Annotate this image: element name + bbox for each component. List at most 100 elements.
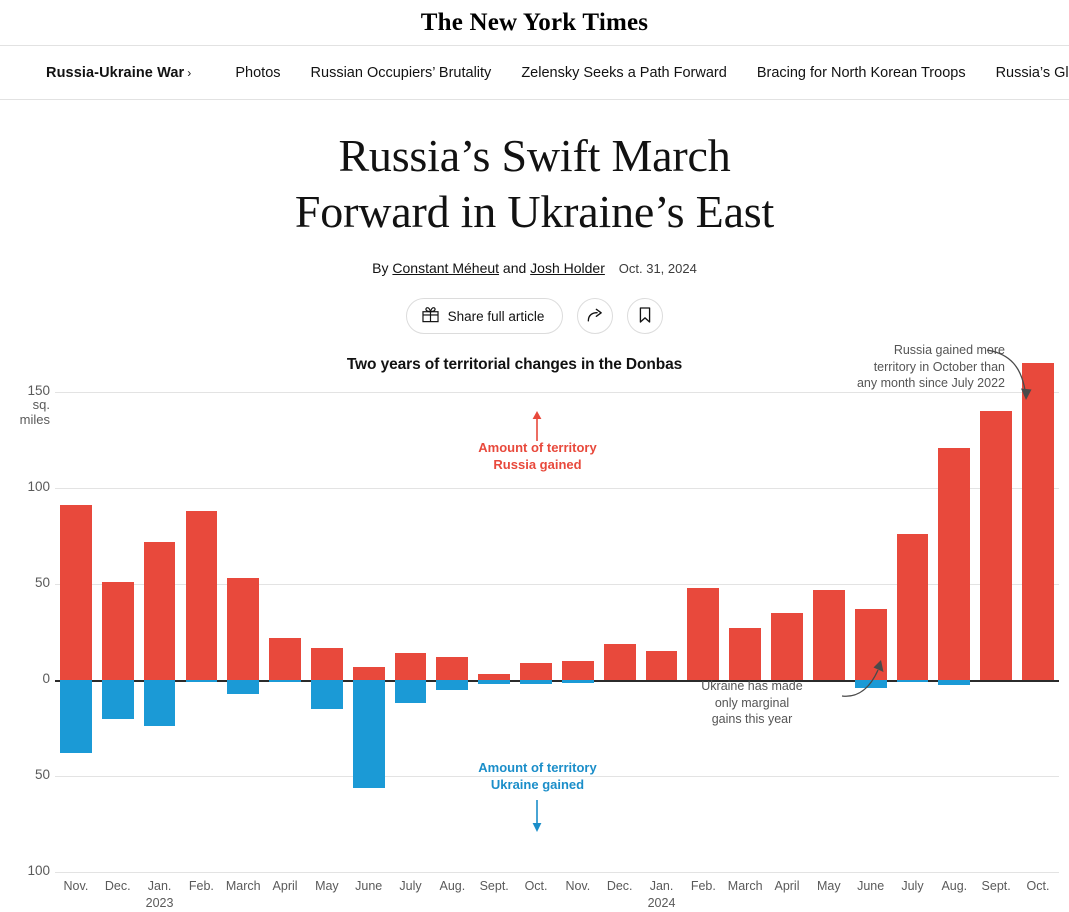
chart-x-tick-label: Aug. (439, 879, 466, 894)
share-button[interactable] (577, 298, 614, 335)
chart-gridline (55, 392, 1059, 394)
chart-x-tick: Feb. (180, 878, 222, 912)
chart-bar-group[interactable] (431, 392, 473, 872)
chart-x-tick-label: March (727, 879, 763, 894)
chart-bar-russia[interactable] (101, 582, 134, 681)
publish-date: Oct. 31, 2024 (618, 261, 697, 277)
annotation-ukraine-marginal: Ukraine has made only marginal gains this … (662, 678, 842, 728)
chart-bar-russia[interactable] (310, 647, 343, 681)
chart-bar-russia[interactable] (645, 651, 678, 681)
nav-link-brutality[interactable]: Russian Occupiers’ Brutality (310, 64, 492, 81)
chart-bar-russia[interactable] (938, 447, 971, 681)
chart-x-tick: Sept. (473, 878, 515, 912)
chart-bar-ukraine[interactable] (394, 680, 427, 704)
chart-bar-russia[interactable] (143, 541, 176, 681)
chart-bar-russia[interactable] (60, 505, 92, 681)
chart-x-tick: May (808, 878, 850, 912)
chart-bar-group[interactable] (557, 392, 599, 872)
chart-bar-group[interactable] (348, 392, 390, 872)
chart-x-tick: Dec. (97, 878, 139, 912)
chart-bar-group[interactable] (97, 392, 139, 872)
chart-bar-ukraine[interactable] (269, 680, 301, 683)
chart-bar-russia[interactable] (603, 643, 636, 681)
chart-bar-ukraine[interactable] (310, 680, 343, 710)
chart-x-tick: July (390, 878, 432, 912)
nav-link-photos[interactable]: Photos (235, 64, 281, 81)
share-full-article-button[interactable]: Share full article (405, 298, 564, 335)
chart-x-tick-label: Feb. (690, 879, 716, 894)
headline-line-2: Forward in Ukraine’s East (294, 186, 775, 238)
chart-y-tick-label: 50 (34, 767, 50, 783)
nav-link-north-korean-troops[interactable]: Bracing for North Korean Troops (756, 64, 966, 81)
chart-gridline (55, 872, 1059, 874)
chart-bar-ukraine[interactable] (478, 680, 511, 685)
chart-bar-russia[interactable] (729, 628, 762, 681)
chart-x-tick-label: June (857, 879, 885, 894)
nav-link-glide-bombs[interactable]: Russia’s Glide Bombs (995, 64, 1069, 81)
chart-x-year-label: 2023 (145, 896, 174, 911)
chart-bar-russia[interactable] (1022, 363, 1054, 681)
chart-bar-group[interactable] (808, 392, 850, 872)
chart-bar-group[interactable] (306, 392, 348, 872)
chart-bar-ukraine[interactable] (436, 680, 469, 690)
chart-x-axis: Nov. Dec. Jan. 2023 Feb. March April May June Jul… (55, 878, 1059, 912)
chart-bar-russia[interactable] (771, 613, 803, 681)
chart-bar-ukraine[interactable] (101, 680, 134, 719)
chart-bar-russia[interactable] (352, 666, 385, 681)
chart-bar-group[interactable] (933, 392, 975, 872)
chart-bar-ukraine[interactable] (143, 680, 176, 727)
chart-bar-russia[interactable] (394, 653, 427, 681)
chart-bar-ukraine[interactable] (352, 680, 385, 788)
chart-bar-ukraine[interactable] (60, 680, 92, 754)
chart-bar-group[interactable] (892, 392, 934, 872)
chart-x-tick-label: May (315, 879, 339, 894)
chart-bar-ukraine[interactable] (227, 680, 260, 694)
chart-bar-group[interactable] (641, 392, 683, 872)
author-link-1[interactable]: Constant Méheut (392, 260, 500, 277)
chart-bar-group[interactable] (222, 392, 264, 872)
chart-bar-group[interactable] (139, 392, 181, 872)
chart-bar-group[interactable] (766, 392, 808, 872)
nyt-logo[interactable]: The New York Times (420, 8, 649, 36)
chart-bar-group[interactable] (515, 392, 557, 872)
chart-bar-group[interactable] (1017, 363, 1059, 872)
chart-y-axis-unit: miles (19, 411, 50, 427)
chart-bar-russia[interactable] (269, 637, 301, 681)
save-button[interactable] (627, 298, 664, 335)
chart-bar-ukraine[interactable] (520, 680, 552, 685)
chart-bar-group[interactable] (264, 392, 306, 872)
chart-bar-group[interactable] (180, 392, 222, 872)
chart-bar-russia[interactable] (185, 511, 218, 681)
annotation-marginal-arrow-icon (840, 654, 920, 709)
chart-bar-ukraine[interactable] (896, 680, 929, 683)
author-link-2[interactable]: Josh Holder (530, 260, 605, 277)
chart-x-tick: Oct. (1017, 878, 1059, 912)
chart-bar-russia[interactable] (980, 411, 1013, 681)
chart-bar-group[interactable] (724, 392, 766, 872)
chart-bar-russia[interactable] (896, 534, 929, 681)
chart-bar-group[interactable] (473, 392, 515, 872)
chart-x-tick-label: Dec. (104, 879, 131, 894)
chart-bar-russia[interactable] (520, 662, 552, 681)
chart-x-tick-label: Aug. (941, 879, 968, 894)
sidebar-item-russia-ukraine-war[interactable]: Russia-Ukraine War › (46, 65, 191, 81)
nav-link-zelensky[interactable]: Zelensky Seeks a Path Forward (521, 64, 727, 81)
chart-plot-area: 150 sq. miles 100 50 0 50 100 Amount of territo… (0, 343, 1069, 878)
chart-bar-group[interactable] (55, 392, 97, 872)
chart-x-tick-label: Sept. (479, 879, 509, 894)
chart-bar-group[interactable] (599, 392, 641, 872)
chart-bar-russia[interactable] (812, 589, 845, 681)
chart-bar-russia[interactable] (227, 578, 260, 681)
chart-bar-russia[interactable] (478, 674, 511, 681)
annotation-russia-gained-line-2: Russia gained (493, 456, 582, 472)
chart-bar-group[interactable] (850, 392, 892, 872)
chart-bar-russia[interactable] (436, 657, 469, 681)
chart-bar-ukraine[interactable] (938, 680, 971, 686)
chart-bar-ukraine[interactable] (561, 680, 594, 684)
chart-bar-russia[interactable] (687, 588, 720, 681)
chart-bar-russia[interactable] (561, 661, 594, 681)
chart-bar-group[interactable] (975, 392, 1017, 872)
chart-bar-ukraine[interactable] (185, 680, 218, 683)
chart-bar-group[interactable] (682, 392, 724, 872)
chart-bar-group[interactable] (390, 392, 432, 872)
